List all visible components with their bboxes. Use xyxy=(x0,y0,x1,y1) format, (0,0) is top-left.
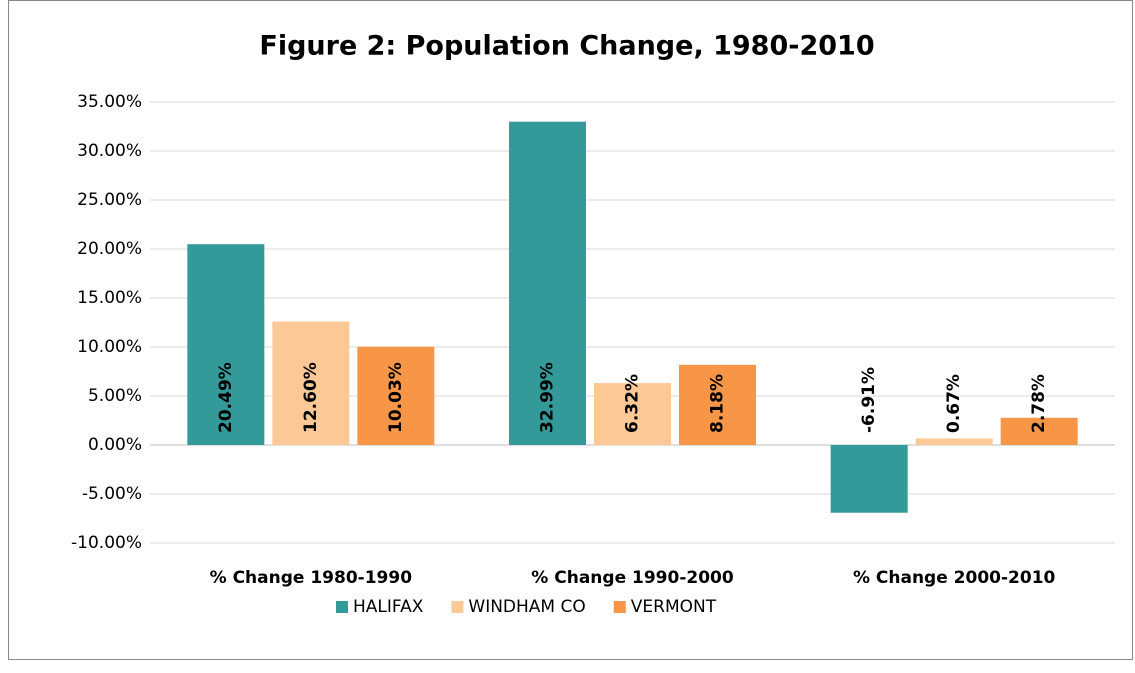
legend-label: HALIFAX xyxy=(353,597,424,617)
data-label: 6.32% xyxy=(623,374,643,433)
y-tick-label: 0.00% xyxy=(88,435,142,455)
y-tick-label: 5.00% xyxy=(88,386,142,406)
data-label: -6.91% xyxy=(859,367,879,433)
bar xyxy=(679,364,756,445)
data-label: 8.18% xyxy=(708,374,728,433)
y-tick-label: 15.00% xyxy=(77,288,142,308)
legend-label: VERMONT xyxy=(631,597,717,617)
y-tick-label: 25.00% xyxy=(77,190,142,210)
legend-swatch xyxy=(451,601,464,613)
data-label: 0.67% xyxy=(944,374,964,433)
x-tick-label: % Change 1980-1990 xyxy=(210,568,413,588)
legend-label: WINDHAM CO xyxy=(468,597,585,617)
bar xyxy=(509,121,586,445)
data-label: 20.49% xyxy=(216,362,236,433)
y-tick-label: 30.00% xyxy=(77,141,142,161)
y-tick-label: 20.00% xyxy=(77,239,142,259)
data-label: 32.99% xyxy=(538,362,558,433)
y-tick-label: -10.00% xyxy=(71,533,142,553)
y-tick-label: 10.00% xyxy=(77,337,142,357)
data-label: 10.03% xyxy=(386,362,406,433)
bar xyxy=(830,445,908,513)
data-label: 12.60% xyxy=(301,362,321,433)
bar xyxy=(915,438,993,445)
bar xyxy=(1000,417,1078,445)
x-tick-label: % Change 1990-2000 xyxy=(531,568,734,588)
bar xyxy=(357,346,435,445)
legend-swatch xyxy=(336,601,348,613)
chart-title: Figure 2: Population Change, 1980-2010 xyxy=(259,31,874,62)
data-label: 2.78% xyxy=(1029,374,1049,433)
bar xyxy=(187,244,265,445)
x-tick-label: % Change 2000-2010 xyxy=(853,568,1056,588)
legend-swatch xyxy=(613,601,626,613)
bar xyxy=(272,321,350,445)
y-tick-label: 35.00% xyxy=(77,92,142,112)
y-tick-label: -5.00% xyxy=(82,484,142,504)
bar xyxy=(594,383,671,445)
